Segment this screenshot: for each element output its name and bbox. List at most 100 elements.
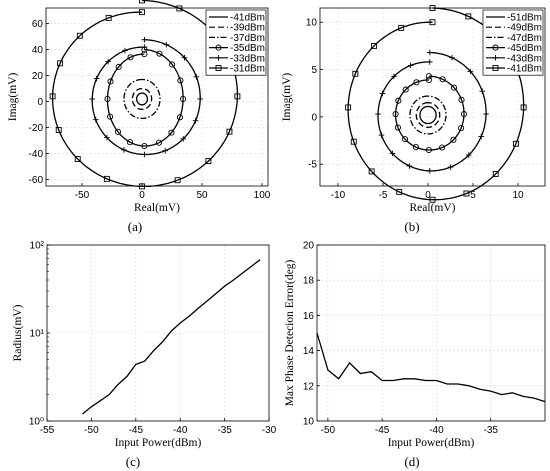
marker-plus	[180, 136, 187, 142]
marker-plus	[141, 44, 148, 50]
marker-square	[368, 168, 375, 175]
legend-label: -43dBm	[507, 53, 542, 64]
marker-circle	[107, 113, 114, 120]
marker-circle	[177, 77, 184, 84]
marker-square	[512, 140, 519, 147]
marker-plus	[181, 54, 188, 61]
marker-circle	[395, 97, 402, 104]
legend-label: -49dBm	[507, 23, 542, 34]
legend: -41dBm-39dBm-37dBm-35dBm-33dBm-31dBm	[205, 9, 267, 76]
marker-square	[398, 24, 405, 31]
series--51dBm	[419, 105, 437, 125]
x-tick-label: -55	[40, 425, 55, 436]
marker-square	[429, 19, 436, 26]
legend-label: -37dBm	[230, 33, 265, 44]
x-tick-label: -50	[321, 425, 336, 436]
legend-label: -35dBm	[230, 43, 265, 54]
marker-plus	[163, 41, 170, 48]
marker-circle	[450, 84, 458, 91]
marker-square	[57, 60, 64, 67]
y-tick-label: 60	[32, 19, 44, 30]
marker-plus	[427, 168, 433, 174]
marker-circle	[156, 50, 163, 57]
legend-label: -33dBm	[230, 53, 265, 64]
legend-label: -47dBm	[507, 33, 542, 44]
x-tick-label: -10	[331, 190, 346, 201]
series-line	[415, 102, 441, 128]
x-tick-label: 5	[470, 190, 476, 201]
y-tick-label: 5	[311, 65, 317, 76]
marker-circle	[450, 136, 457, 143]
marker-plus	[391, 73, 397, 80]
marker-plus	[483, 111, 489, 117]
marker-plus	[197, 96, 203, 102]
marker-square	[429, 5, 436, 11]
series-line	[135, 92, 149, 106]
series-line	[394, 75, 465, 151]
x-tick-label: -45	[375, 425, 390, 436]
x-tick-label: -40	[173, 425, 188, 436]
marker-circle	[126, 139, 134, 146]
legend-label: -51dBm	[507, 13, 542, 24]
marker-circle	[425, 76, 432, 84]
series--43dBm	[375, 49, 489, 174]
y-tick-label: 12	[303, 381, 315, 392]
marker-square	[139, 183, 145, 190]
marker-circle	[114, 128, 122, 135]
panel-label: (d)	[404, 454, 419, 469]
y-axis-label: Radius(mV)	[12, 304, 24, 361]
marker-circle	[460, 110, 468, 118]
legend-label: -41dBm	[230, 13, 265, 24]
series-line	[123, 78, 161, 120]
y-tick-label: 10⁰	[29, 417, 44, 428]
series-line	[82, 259, 261, 415]
marker-square	[49, 93, 56, 100]
marker-square	[226, 128, 233, 135]
marker-plus	[192, 117, 199, 124]
y-tick-label: 20	[32, 71, 44, 82]
x-tick-label: 0	[425, 190, 431, 201]
series-line	[419, 105, 437, 125]
marker-plus	[389, 150, 396, 157]
marker-square	[234, 93, 241, 100]
x-tick-label: -45	[129, 425, 144, 436]
y-tick-label: 40	[32, 45, 44, 56]
marker-circle	[155, 139, 163, 146]
marker-plus	[92, 116, 99, 123]
marker-circle	[458, 96, 465, 103]
marker-square	[520, 104, 527, 111]
marker-plus	[492, 55, 499, 61]
marker-circle	[439, 144, 446, 151]
marker-square	[139, 0, 145, 4]
marker-circle	[458, 125, 465, 132]
y-tick-label: 20	[303, 241, 315, 252]
legend-box	[482, 9, 544, 76]
x-tick-label: 0	[139, 190, 145, 201]
panel-label: (c)	[126, 454, 140, 469]
panel-a: -50 0 50 100 -60 -40 -20 0 20 40 60 Real(mV) Imag(mV…	[7, 0, 271, 234]
y-tick-label: -20	[29, 123, 44, 134]
marker-square	[350, 138, 357, 145]
y-axis-label: Imag(mV)	[281, 73, 293, 122]
marker-plus	[193, 74, 200, 80]
series--47dBm	[409, 95, 447, 135]
marker-circle	[412, 144, 419, 151]
marker-plus	[449, 54, 455, 61]
series--33dBm	[89, 36, 203, 158]
marker-plus	[89, 96, 95, 102]
legend-label: -39dBm	[230, 23, 265, 34]
marker-circle	[413, 79, 420, 86]
marker-plus	[478, 133, 485, 140]
series--37dBm	[123, 78, 161, 120]
series--35dBm	[104, 46, 187, 150]
marker-circle	[392, 110, 399, 118]
marker-circle	[107, 78, 114, 85]
marker-plus	[93, 75, 100, 82]
marker-square	[492, 170, 499, 177]
x-tick-label: -35	[483, 425, 498, 436]
y-tick-label: 10¹	[30, 329, 45, 340]
y-tick-label: 10	[303, 417, 315, 428]
marker-circle	[104, 95, 111, 102]
marker-circle	[425, 73, 432, 80]
marker-square	[76, 32, 83, 39]
